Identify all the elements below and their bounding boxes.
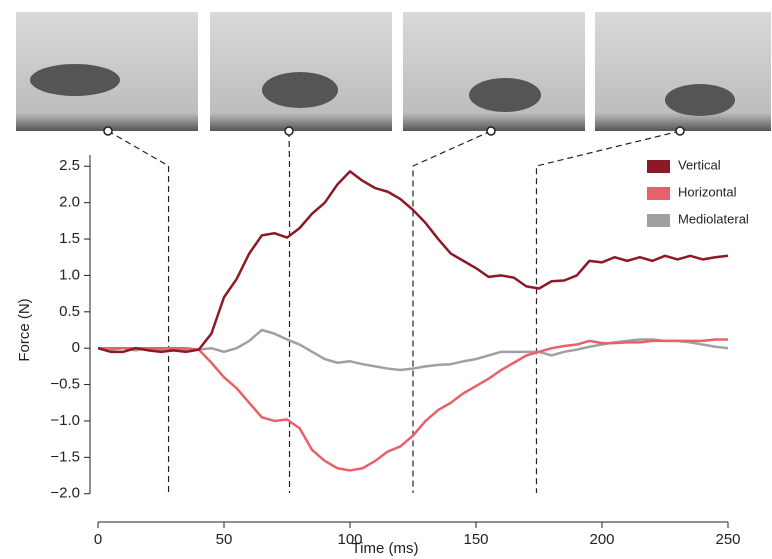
frog: [469, 78, 541, 112]
y-tick-label: 2.0: [59, 194, 80, 211]
legend-swatch: [647, 214, 670, 227]
frog: [665, 84, 735, 116]
event-line: [536, 131, 680, 493]
y-tick-label: 2.5: [59, 157, 80, 174]
y-tick-label: −1.0: [50, 412, 80, 429]
frog: [30, 64, 120, 96]
figure: Time (ms) Force (N) 2.52.01.51.00.50−0.5…: [0, 0, 772, 559]
x-tick-label: 200: [589, 531, 614, 548]
event-line: [289, 131, 290, 493]
x-tick-label: 150: [463, 531, 488, 548]
y-tick-label: −1.5: [50, 448, 80, 465]
x-tick-label: 100: [337, 531, 362, 548]
y-tick-label: −0.5: [50, 376, 80, 393]
x-tick-label: 250: [715, 531, 740, 548]
event-line: [108, 131, 169, 493]
y-tick-label: 0: [72, 339, 80, 356]
y-tick-label: −2.0: [50, 485, 80, 502]
legend-swatch: [647, 160, 670, 173]
event-line: [413, 131, 491, 493]
y-tick-label: 0.5: [59, 303, 80, 320]
y-tick-label: 1.5: [59, 230, 80, 247]
event-marker: [104, 127, 112, 135]
y-axis-label: Force (N): [16, 298, 33, 361]
frog: [262, 72, 338, 108]
legend-label: Horizontal: [678, 184, 737, 199]
photo: [403, 12, 585, 131]
event-marker: [487, 127, 495, 135]
legend-label: Vertical: [678, 157, 721, 172]
event-marker: [285, 127, 293, 135]
x-tick-label: 50: [216, 531, 233, 548]
event-marker: [676, 127, 684, 135]
x-tick-label: 0: [94, 531, 102, 548]
photo: [210, 12, 392, 131]
legend-label: Mediolateral: [678, 211, 749, 226]
y-tick-label: 1.0: [59, 266, 80, 283]
legend-swatch: [647, 187, 670, 200]
